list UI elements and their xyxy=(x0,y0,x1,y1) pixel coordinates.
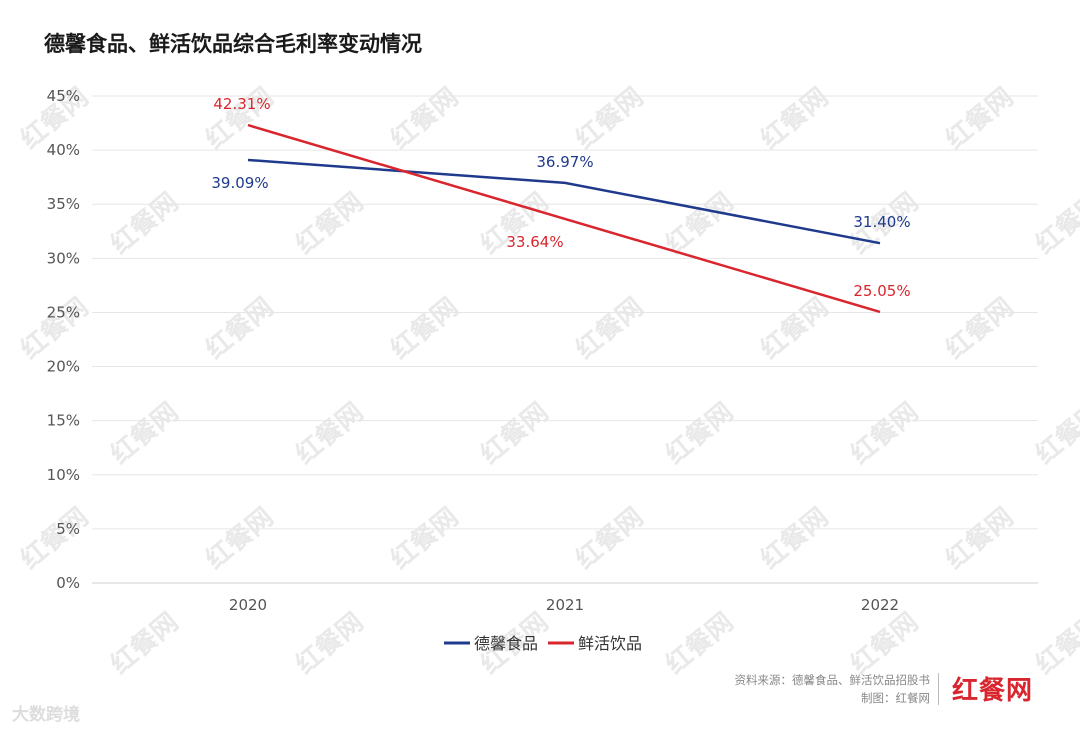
y-tick-label-15: 15% xyxy=(47,412,80,430)
watermark-text-23: 红餐网 xyxy=(475,396,555,470)
x-tick-label-2021: 2021 xyxy=(546,596,584,614)
y-axis-ticks: 0% 5% 10% 15% 20% 25% 30% 35% 40% 45% xyxy=(47,87,80,592)
legend-label-0: 德馨食品 xyxy=(474,634,538,653)
watermark-text-1: 红餐网 xyxy=(200,81,280,155)
y-tick-label-30: 30% xyxy=(47,249,80,267)
watermark-text-39: 红餐网 xyxy=(845,606,925,680)
grid-lines xyxy=(92,95,1038,584)
y-tick-label-35: 35% xyxy=(47,195,80,213)
corner-watermark: 大数跨境 xyxy=(12,705,80,725)
watermark-text-2: 红餐网 xyxy=(385,81,465,155)
series-lines xyxy=(247,123,881,314)
y-tick-label-45: 45% xyxy=(47,87,80,105)
watermark-text-21: 红餐网 xyxy=(105,396,185,470)
credit-text: 制图：红餐网 xyxy=(861,691,930,705)
watermark-text-22: 红餐网 xyxy=(290,396,370,470)
data-label-1-2: 25.05% xyxy=(853,282,910,300)
source-text: 资料来源：德馨食品、鲜活饮品招股书 xyxy=(734,673,931,687)
data-labels: 39.09% 36.97% 31.40% 42.31% 33.64% 25.05% xyxy=(211,95,910,300)
watermark-text-24: 红餐网 xyxy=(660,396,740,470)
source-note: 资料来源：德馨食品、鲜活饮品招股书 制图：红餐网 xyxy=(735,671,931,707)
watermark-text-31: 红餐网 xyxy=(570,501,650,575)
watermark-text-35: 红餐网 xyxy=(105,606,185,680)
watermark-text-16: 红餐网 xyxy=(385,291,465,365)
watermark-text-18: 红餐网 xyxy=(755,291,835,365)
x-tick-label-2022: 2022 xyxy=(861,596,899,614)
data-label-0-1: 36.97% xyxy=(536,153,593,171)
watermark-text-17: 红餐网 xyxy=(570,291,650,365)
series-line-0 xyxy=(247,158,881,245)
watermark-text-25: 红餐网 xyxy=(845,396,925,470)
watermark-text-28: 红餐网 xyxy=(15,501,95,575)
watermark-text-19: 红餐网 xyxy=(940,291,1020,365)
watermark-text-5: 红餐网 xyxy=(940,81,1020,155)
watermark-text-8: 红餐网 xyxy=(290,186,370,260)
watermark-text-40: 红餐网 xyxy=(1030,606,1080,680)
y-tick-label-0: 0% xyxy=(56,574,80,592)
watermark-text-33: 红餐网 xyxy=(940,501,1020,575)
watermark-text-38: 红餐网 xyxy=(660,606,740,680)
watermark-text-32: 红餐网 xyxy=(755,501,835,575)
brand-logo: 红餐网 xyxy=(952,676,1034,706)
data-label-1-1: 33.64% xyxy=(506,233,563,251)
watermark-text-15: 红餐网 xyxy=(200,291,280,365)
watermark-text-4: 红餐网 xyxy=(755,81,835,155)
watermark-text-29: 红餐网 xyxy=(200,501,280,575)
watermark-text-3: 红餐网 xyxy=(570,81,650,155)
data-label-0-2: 31.40% xyxy=(853,213,910,231)
x-axis-ticks: 2020 2021 2022 xyxy=(229,596,899,614)
series-line-1 xyxy=(247,123,881,314)
y-tick-label-25: 25% xyxy=(47,303,80,321)
y-tick-label-20: 20% xyxy=(47,358,80,376)
watermark-text-36: 红餐网 xyxy=(290,606,370,680)
watermark-text-7: 红餐网 xyxy=(105,186,185,260)
y-tick-label-5: 5% xyxy=(56,520,80,538)
watermark-text-12: 红餐网 xyxy=(1030,186,1080,260)
y-tick-label-40: 40% xyxy=(47,141,80,159)
watermark-layer: 红餐网 红餐网 红餐网 红餐网 红餐网 红餐网红餐网 红餐网 红餐网 红餐网 红餐网 红餐网红餐网红… xyxy=(15,81,1080,680)
brand-divider xyxy=(938,673,939,705)
data-label-0-0: 39.09% xyxy=(211,174,268,192)
legend-label-1: 鲜活饮品 xyxy=(578,634,642,653)
data-label-1-0: 42.31% xyxy=(213,95,270,113)
y-tick-label-10: 10% xyxy=(47,466,80,484)
watermark-text-30: 红餐网 xyxy=(385,501,465,575)
watermark-text-26: 红餐网 xyxy=(1030,396,1080,470)
chart-title: 德馨食品、鲜活饮品综合毛利率变动情况 xyxy=(44,32,422,56)
x-tick-label-2020: 2020 xyxy=(229,596,267,614)
legend: 德馨食品 鲜活饮品 xyxy=(444,634,642,653)
